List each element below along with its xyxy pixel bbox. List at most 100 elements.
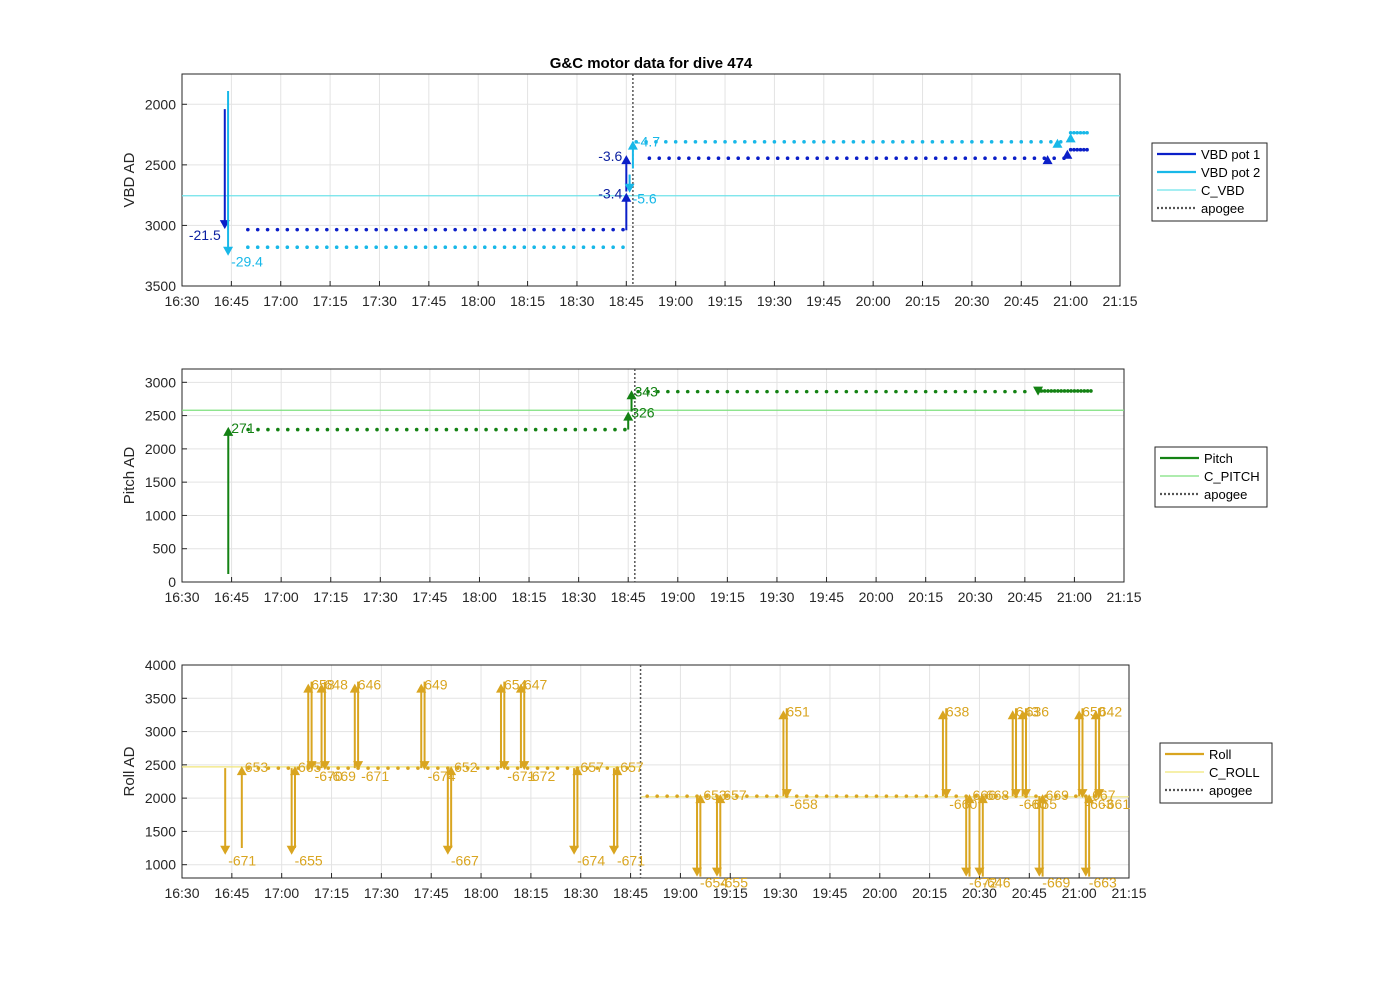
data-point (1044, 794, 1048, 798)
data-point (1052, 389, 1057, 393)
move-arrowhead (419, 761, 430, 771)
data-point (726, 156, 731, 160)
data-point (794, 389, 799, 394)
data-point (834, 389, 839, 394)
legend-entry: apogee (1209, 783, 1252, 798)
move-arrowhead (977, 794, 988, 804)
move-label: 666 (973, 787, 997, 803)
x-tick-label: 19:30 (763, 885, 798, 901)
data-point (1075, 147, 1080, 152)
data-point (666, 389, 670, 394)
y-tick-label: 2000 (145, 441, 176, 457)
data-point (824, 794, 829, 798)
y-axis-label: Pitch AD (121, 447, 138, 505)
x-tick-label: 18:45 (613, 885, 648, 901)
data-point (484, 427, 488, 432)
y-axis-label: Roll AD (121, 746, 138, 796)
data-point (276, 427, 280, 432)
move-label: 652 (454, 759, 478, 775)
move-label: -29.4 (231, 254, 263, 270)
data-point (581, 245, 586, 250)
move-arrowhead (223, 426, 234, 436)
data-point (453, 227, 457, 232)
data-point (434, 427, 439, 432)
data-point (433, 227, 438, 232)
data-point (1085, 389, 1090, 393)
data-point (745, 389, 749, 394)
data-point (504, 427, 508, 432)
data-point (851, 140, 856, 144)
data-point (685, 794, 689, 798)
data-point (315, 245, 319, 250)
x-tick-label: 18:15 (512, 589, 547, 605)
data-point (334, 227, 339, 232)
move-label: -671 (228, 853, 256, 869)
data-point (1078, 147, 1083, 152)
data-point (542, 245, 546, 250)
data-point (621, 245, 625, 250)
data-point (794, 794, 799, 798)
panel-2: 16:30 16:45 17:00 17:15 17:30 17:45 18:00 18:15… (121, 657, 1273, 901)
x-tick-label: 17:00 (264, 589, 299, 605)
move-arrowhead (519, 761, 530, 771)
move-label: -671 (617, 853, 645, 869)
move-arrowhead (627, 140, 638, 150)
x-tick-label: 17:45 (412, 589, 447, 605)
move-label: 636 (1026, 703, 1050, 719)
data-point (355, 427, 359, 432)
x-tick-label: 21:15 (1102, 293, 1137, 309)
data-point (286, 766, 291, 770)
data-point (545, 766, 550, 770)
data-point (255, 227, 260, 232)
data-point (404, 245, 408, 250)
x-tick-label: 18:00 (461, 293, 496, 309)
data-point (552, 245, 556, 250)
data-point (581, 227, 586, 232)
data-point (644, 140, 648, 144)
data-point (591, 245, 596, 250)
data-point (1046, 389, 1050, 393)
data-point (716, 156, 721, 160)
move-arrowhead (1062, 149, 1073, 159)
data-point (1023, 389, 1027, 394)
data-point (523, 427, 528, 432)
data-point (687, 156, 691, 160)
data-point (535, 766, 540, 770)
x-tick-label: 18:15 (510, 293, 545, 309)
data-point (522, 245, 527, 250)
x-tick-label: 18:45 (609, 293, 644, 309)
data-point (999, 140, 1004, 144)
data-point (854, 156, 859, 160)
x-tick-label: 20:45 (1012, 885, 1047, 901)
move-arrowhead (781, 789, 792, 799)
data-point (1059, 389, 1063, 393)
data-point (561, 227, 566, 232)
data-point (953, 156, 958, 160)
data-point (854, 389, 859, 394)
move-arrowhead (236, 766, 247, 776)
x-tick-label: 21:00 (1053, 293, 1088, 309)
data-point (266, 427, 270, 432)
move-arrowhead (223, 246, 234, 256)
data-point (275, 245, 280, 250)
panel-1: 16:30 16:45 17:00 17:15 17:30 17:45 18:00 18:15… (121, 368, 1268, 605)
data-point (1012, 156, 1017, 160)
move-label: -672 (969, 875, 997, 891)
move-arrowhead (612, 766, 623, 776)
data-point (542, 227, 546, 232)
x-tick-label: 16:30 (164, 885, 199, 901)
data-point (571, 227, 576, 232)
data-point (752, 140, 757, 144)
x-tick-label: 17:30 (363, 589, 398, 605)
move-label: 669 (1046, 787, 1070, 803)
x-tick-label: 20:30 (954, 293, 989, 309)
data-point (374, 227, 378, 232)
data-point (585, 766, 590, 770)
data-point (774, 794, 779, 798)
data-point (611, 227, 615, 232)
move-arrowhead (626, 390, 637, 400)
data-point (502, 245, 507, 250)
x-tick-label: 20:45 (1007, 589, 1042, 605)
x-tick-label: 16:45 (214, 293, 249, 309)
y-tick-label: 3500 (145, 690, 176, 706)
